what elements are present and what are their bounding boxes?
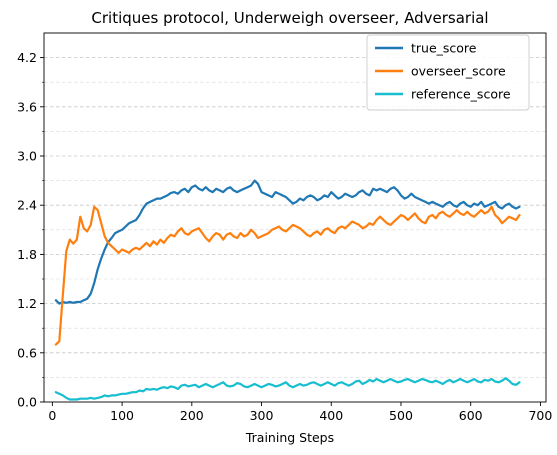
y-tick-label: 3.0 (17, 149, 37, 164)
y-tick-label: 4.2 (17, 50, 37, 65)
x-tick-label: 600 (459, 408, 483, 423)
legend: true_score overseer_score reference_score (366, 34, 530, 111)
series-line-true-score (54, 179, 521, 305)
legend-label-true-score: true_score (411, 41, 477, 56)
x-tick-label: 100 (110, 408, 134, 423)
x-tick-label: 0 (48, 408, 56, 423)
x-tick-label: 300 (250, 408, 274, 423)
y-tick-label: 0.0 (17, 395, 37, 410)
y-tick-label: 0.6 (17, 345, 37, 360)
legend-label-reference-score: reference_score (411, 87, 511, 102)
series-line-reference-score (54, 377, 521, 401)
series-line-overseer-score (54, 205, 521, 346)
y-tick-label: 1.2 (17, 296, 37, 311)
legend-box (366, 34, 530, 111)
series-lines (54, 179, 521, 401)
x-tick-label: 200 (180, 408, 204, 423)
y-tick-label: 2.4 (17, 198, 37, 213)
y-tick-label: 3.6 (17, 99, 37, 114)
x-axis-label: Training Steps (245, 430, 334, 445)
axis-ticks: 0.0 0.6 1.2 1.8 2.4 3.0 3.6 4.2 0 100 200 300 400 500… (17, 50, 552, 423)
x-tick-label: 500 (389, 408, 413, 423)
chart-title: Critiques protocol, Underweigh overseer,… (91, 9, 488, 27)
legend-label-overseer-score: overseer_score (411, 64, 506, 79)
x-tick-label: 400 (319, 408, 343, 423)
plot-frame (43, 32, 547, 403)
y-tick-label: 1.8 (17, 247, 37, 262)
x-tick-label: 700 (528, 408, 552, 423)
